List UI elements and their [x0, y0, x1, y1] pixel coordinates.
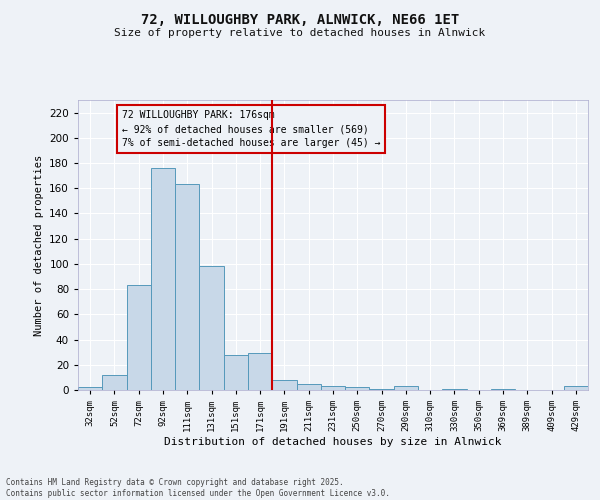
Text: Contains HM Land Registry data © Crown copyright and database right 2025.
Contai: Contains HM Land Registry data © Crown c…: [6, 478, 390, 498]
Bar: [127, 286, 151, 390]
Bar: [224, 354, 248, 390]
Text: 72, WILLOUGHBY PARK, ALNWICK, NE66 1ET: 72, WILLOUGHBY PARK, ALNWICK, NE66 1ET: [141, 12, 459, 26]
Bar: [321, 386, 345, 390]
X-axis label: Distribution of detached houses by size in Alnwick: Distribution of detached houses by size …: [164, 437, 502, 447]
Bar: [175, 184, 199, 390]
Bar: [272, 380, 296, 390]
Y-axis label: Number of detached properties: Number of detached properties: [34, 154, 44, 336]
Bar: [564, 386, 588, 390]
Bar: [151, 168, 175, 390]
Bar: [199, 266, 224, 390]
Text: 72 WILLOUGHBY PARK: 176sqm
← 92% of detached houses are smaller (569)
7% of semi: 72 WILLOUGHBY PARK: 176sqm ← 92% of deta…: [122, 110, 380, 148]
Bar: [345, 388, 370, 390]
Bar: [394, 386, 418, 390]
Text: Size of property relative to detached houses in Alnwick: Size of property relative to detached ho…: [115, 28, 485, 38]
Bar: [102, 375, 127, 390]
Bar: [248, 354, 272, 390]
Bar: [296, 384, 321, 390]
Bar: [491, 388, 515, 390]
Bar: [370, 388, 394, 390]
Bar: [78, 388, 102, 390]
Bar: [442, 388, 467, 390]
